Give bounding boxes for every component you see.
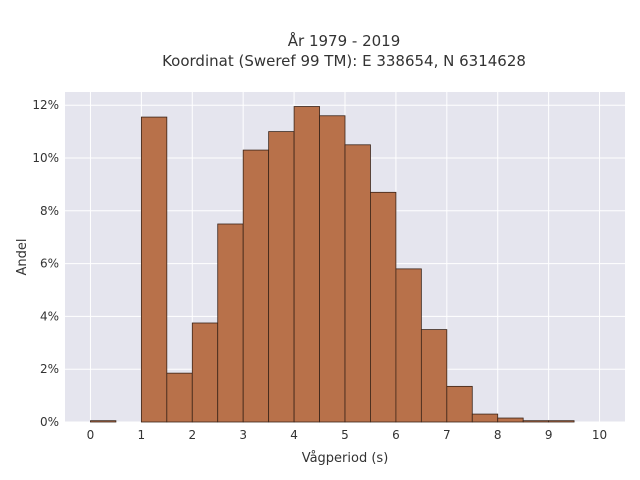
histogram-bar-7 <box>268 131 295 423</box>
histogram-bars <box>90 106 575 423</box>
x-tick-label-3: 3 <box>239 428 247 442</box>
y-axis-label: Andel <box>15 239 30 276</box>
x-tick-label-6: 6 <box>392 428 400 442</box>
histogram-bar-13 <box>420 329 448 423</box>
y-tick-label-2: 4% <box>40 309 59 323</box>
x-axis-label: Vågperiod (s) <box>302 451 389 466</box>
x-tick-labels: 0 1 2 3 4 5 6 7 8 9 10 <box>87 428 608 442</box>
histogram-bar-12 <box>395 268 422 423</box>
histogram-bar-16 <box>497 417 524 423</box>
x-tick-label-1: 1 <box>138 428 146 442</box>
histogram-bar-17 <box>522 420 550 423</box>
histogram-bar-4 <box>191 322 219 423</box>
x-tick-label-8: 8 <box>494 428 502 442</box>
x-tick-label-0: 0 <box>87 428 95 442</box>
chart-title-line-1: År 1979 - 2019 <box>288 31 401 50</box>
x-tick-label-7: 7 <box>443 428 451 442</box>
histogram-bar-3 <box>166 372 193 423</box>
histogram-bar-10 <box>344 144 371 423</box>
chart-title-line-2: Koordinat (Sweref 99 TM): E 338654, N 63… <box>162 52 526 70</box>
y-tick-labels: 0% 2% 4% 6% 8% 10% 12% <box>32 98 59 429</box>
histogram-bar-6 <box>242 149 270 423</box>
histogram-bar-14 <box>446 385 473 423</box>
y-tick-label-0: 0% <box>40 415 59 429</box>
x-tick-label-2: 2 <box>188 428 196 442</box>
histogram-bar-18 <box>548 420 575 423</box>
histogram-bar-8 <box>293 106 320 423</box>
histogram-bar-5 <box>217 223 244 423</box>
y-tick-label-4: 8% <box>40 204 59 218</box>
histogram-bar-2 <box>140 116 168 423</box>
histogram-bar-11 <box>370 191 397 423</box>
histogram-bar-15 <box>471 413 499 423</box>
histogram-bar-0 <box>90 420 117 423</box>
y-tick-label-3: 6% <box>40 257 59 271</box>
x-tick-label-10: 10 <box>592 428 607 442</box>
histogram-bar-9 <box>319 115 346 423</box>
x-tick-label-9: 9 <box>545 428 553 442</box>
x-tick-label-4: 4 <box>290 428 298 442</box>
x-tick-label-5: 5 <box>341 428 349 442</box>
y-tick-label-5: 10% <box>32 151 59 165</box>
y-tick-label-6: 12% <box>32 98 59 112</box>
y-tick-label-1: 2% <box>40 362 59 376</box>
